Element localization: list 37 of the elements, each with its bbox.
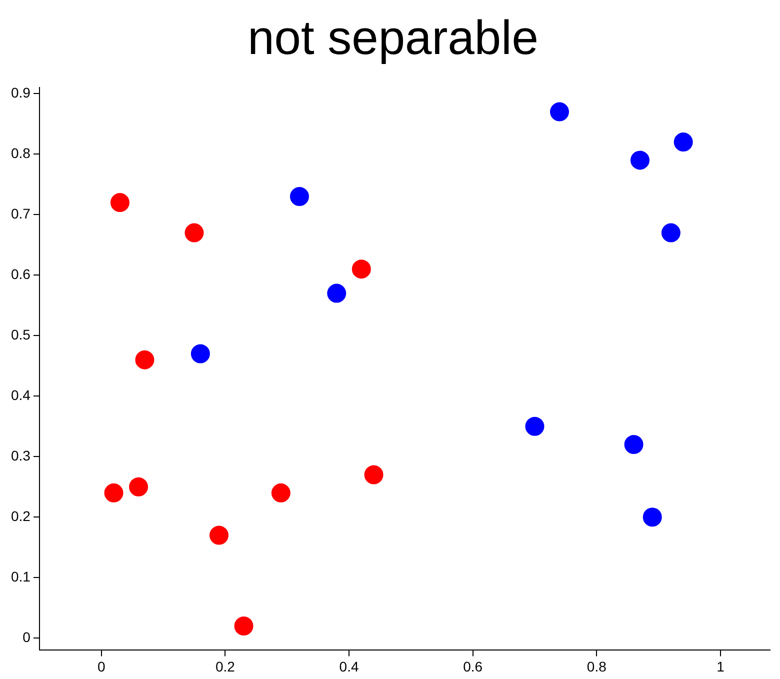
point bbox=[642, 508, 662, 527]
x-tick-label: 0.6 bbox=[463, 658, 483, 674]
point bbox=[661, 223, 680, 242]
y-tick-label: 0.3 bbox=[10, 447, 31, 464]
point bbox=[290, 186, 309, 206]
point bbox=[550, 102, 570, 122]
chart-title: not separable bbox=[248, 12, 538, 66]
y-tick-label: 0 bbox=[22, 628, 31, 645]
point bbox=[630, 150, 650, 170]
y-tick-label: 0.1 bbox=[10, 568, 31, 584]
point bbox=[271, 483, 290, 502]
point bbox=[190, 344, 210, 364]
point bbox=[210, 526, 228, 545]
y-tick-label: 0.5 bbox=[10, 326, 31, 342]
point bbox=[234, 616, 254, 636]
y-tick-label: 0.7 bbox=[10, 206, 31, 222]
y-tick-label: 0.2 bbox=[10, 508, 31, 524]
point bbox=[104, 483, 124, 502]
y-tick-label: 0.4 bbox=[10, 386, 31, 403]
point bbox=[135, 350, 154, 370]
point bbox=[327, 284, 346, 303]
x-tick-label: 0.2 bbox=[215, 658, 236, 674]
point bbox=[624, 435, 644, 454]
y-tick-label: 0.9 bbox=[10, 84, 31, 101]
x-tick-label: 0.4 bbox=[339, 658, 359, 674]
point bbox=[184, 223, 204, 242]
point bbox=[364, 465, 384, 484]
x-tick-label: 0 bbox=[97, 658, 106, 674]
y-tick-label: 0.8 bbox=[10, 145, 31, 162]
point bbox=[352, 260, 371, 279]
point bbox=[525, 416, 544, 436]
point bbox=[110, 193, 130, 212]
y-tick-label: 0.6 bbox=[10, 266, 31, 282]
x-tick-label: 1 bbox=[716, 658, 725, 674]
point bbox=[129, 477, 148, 496]
x-tick-label: 0.8 bbox=[586, 658, 607, 674]
point bbox=[674, 132, 693, 152]
